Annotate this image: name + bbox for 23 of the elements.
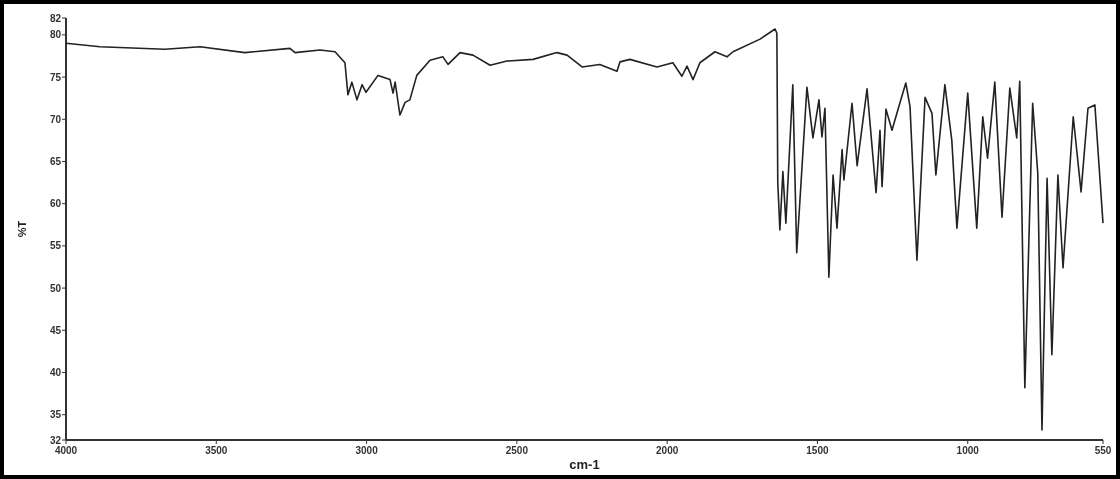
- x-tick-label: 3000: [355, 445, 379, 456]
- y-axis-title: %T: [16, 220, 28, 238]
- y-tick-label: 82: [49, 12, 62, 24]
- x-axis-title: cm-1: [569, 457, 600, 472]
- x-tick-label: 2000: [656, 445, 679, 456]
- y-tick-label: 32: [49, 434, 62, 446]
- x-tick-label: 550: [1094, 445, 1112, 456]
- x-tick-label: 2500: [505, 445, 529, 456]
- x-tick-label: 1500: [806, 445, 830, 456]
- y-tick-label: 65: [49, 155, 62, 167]
- line-series: [65, 28, 1104, 431]
- y-tick-label: 70: [49, 113, 62, 125]
- y-tick-label: 45: [49, 324, 62, 336]
- y-tick-label: 60: [49, 198, 62, 210]
- y-tick-label: 55: [49, 240, 62, 252]
- y-tick-label: 40: [49, 366, 62, 378]
- y-tick-label: 80: [49, 29, 62, 41]
- y-tick-label: 50: [49, 282, 62, 294]
- x-tick-label: 4000: [54, 445, 78, 456]
- y-tick-label: 75: [49, 71, 62, 83]
- x-tick-label: 1000: [956, 445, 980, 456]
- x-tick-label: 3500: [205, 445, 228, 456]
- y-tick-label: 35: [49, 409, 62, 421]
